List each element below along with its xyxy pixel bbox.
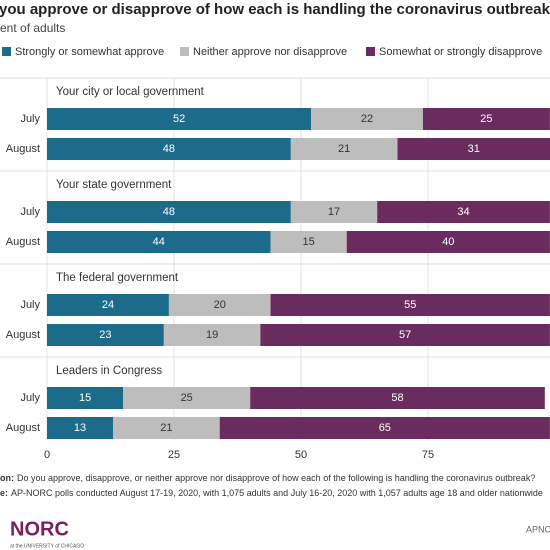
logo-sub: at the UNIVERSITY of CHICAGO [10, 543, 84, 549]
data-label: 13 [74, 422, 86, 434]
legend-swatch [180, 47, 189, 56]
data-label: 48 [163, 206, 175, 218]
x-tick-label: 25 [168, 449, 180, 461]
bar-segment [422, 108, 550, 130]
category-label: July [20, 206, 40, 218]
group-title: Your state government [56, 179, 172, 191]
legend-swatch [366, 47, 375, 56]
legend-label: Strongly or somewhat approve [15, 46, 164, 58]
data-label: 34 [457, 206, 469, 218]
bar-segment [123, 387, 251, 409]
bar-segment [219, 417, 550, 439]
bar-segment [168, 294, 271, 316]
bar-segment [47, 417, 114, 439]
data-label: 31 [468, 143, 480, 155]
bar-segment [47, 231, 271, 253]
data-label: 21 [338, 143, 350, 155]
category-label: July [20, 299, 40, 311]
bar-segment [270, 231, 347, 253]
data-label: 20 [214, 299, 226, 311]
data-label: 21 [160, 422, 172, 434]
note-text: AP-NORC polls conducted August 17-19, 20… [11, 488, 543, 498]
bar-segment [47, 324, 164, 346]
data-label: 55 [404, 299, 416, 311]
data-label: 65 [379, 422, 391, 434]
category-label: August [6, 143, 40, 155]
bar-segment [260, 324, 550, 346]
bar-segment [47, 201, 291, 223]
chart-subtitle: ent of adults [0, 21, 65, 35]
bar-segment [311, 108, 423, 130]
data-label: 15 [302, 236, 314, 248]
data-label: 17 [328, 206, 340, 218]
data-label: 52 [173, 113, 185, 125]
data-label: 57 [399, 329, 411, 341]
legend-label: Somewhat or strongly disapprove [379, 46, 542, 58]
x-tick-label: 75 [422, 449, 434, 461]
category-label: August [6, 329, 40, 341]
category-label: July [20, 392, 40, 404]
bar-segment [47, 387, 124, 409]
data-label: 22 [361, 113, 373, 125]
bar-segment [113, 417, 220, 439]
note: on: Do you approve, disapprove, or neithe… [0, 473, 535, 483]
x-tick-label: 50 [295, 449, 307, 461]
data-label: 23 [99, 329, 111, 341]
legend-label: Neither approve nor disapprove [193, 46, 347, 58]
x-tick-label: 0 [44, 449, 50, 461]
bar-segment [270, 294, 550, 316]
note-label: e: [0, 488, 8, 498]
group-title: The federal government [56, 272, 179, 284]
data-label: 25 [181, 392, 193, 404]
bar-segment [290, 201, 378, 223]
logo: NORC [10, 518, 69, 540]
note-text: Do you approve, disapprove, or neither a… [17, 473, 535, 483]
bar-segment [47, 294, 169, 316]
legend-swatch [2, 47, 11, 56]
category-label: July [20, 113, 40, 125]
brand: APNO [526, 524, 550, 534]
bar-segment [290, 138, 398, 160]
bar-segment [47, 108, 312, 130]
bar-segment [346, 231, 550, 253]
bar-segment [377, 201, 550, 223]
data-label: 24 [102, 299, 114, 311]
category-label: August [6, 236, 40, 248]
note: e: AP-NORC polls conducted August 17-19, … [0, 488, 543, 498]
chart-title: you approve or disapprove of how each is… [0, 1, 550, 18]
note-label: on: [0, 473, 14, 483]
data-label: 48 [163, 143, 175, 155]
data-label: 15 [79, 392, 91, 404]
data-label: 58 [391, 392, 403, 404]
bar-segment [250, 387, 545, 409]
data-label: 40 [442, 236, 454, 248]
bar-segment [163, 324, 261, 346]
data-label: 19 [206, 329, 218, 341]
group-title: Your city or local government [56, 86, 205, 98]
bar-segment [47, 138, 291, 160]
group-title: Leaders in Congress [56, 365, 162, 377]
data-label: 44 [153, 236, 165, 248]
category-label: August [6, 422, 40, 434]
data-label: 25 [480, 113, 492, 125]
bar-segment [397, 138, 550, 160]
